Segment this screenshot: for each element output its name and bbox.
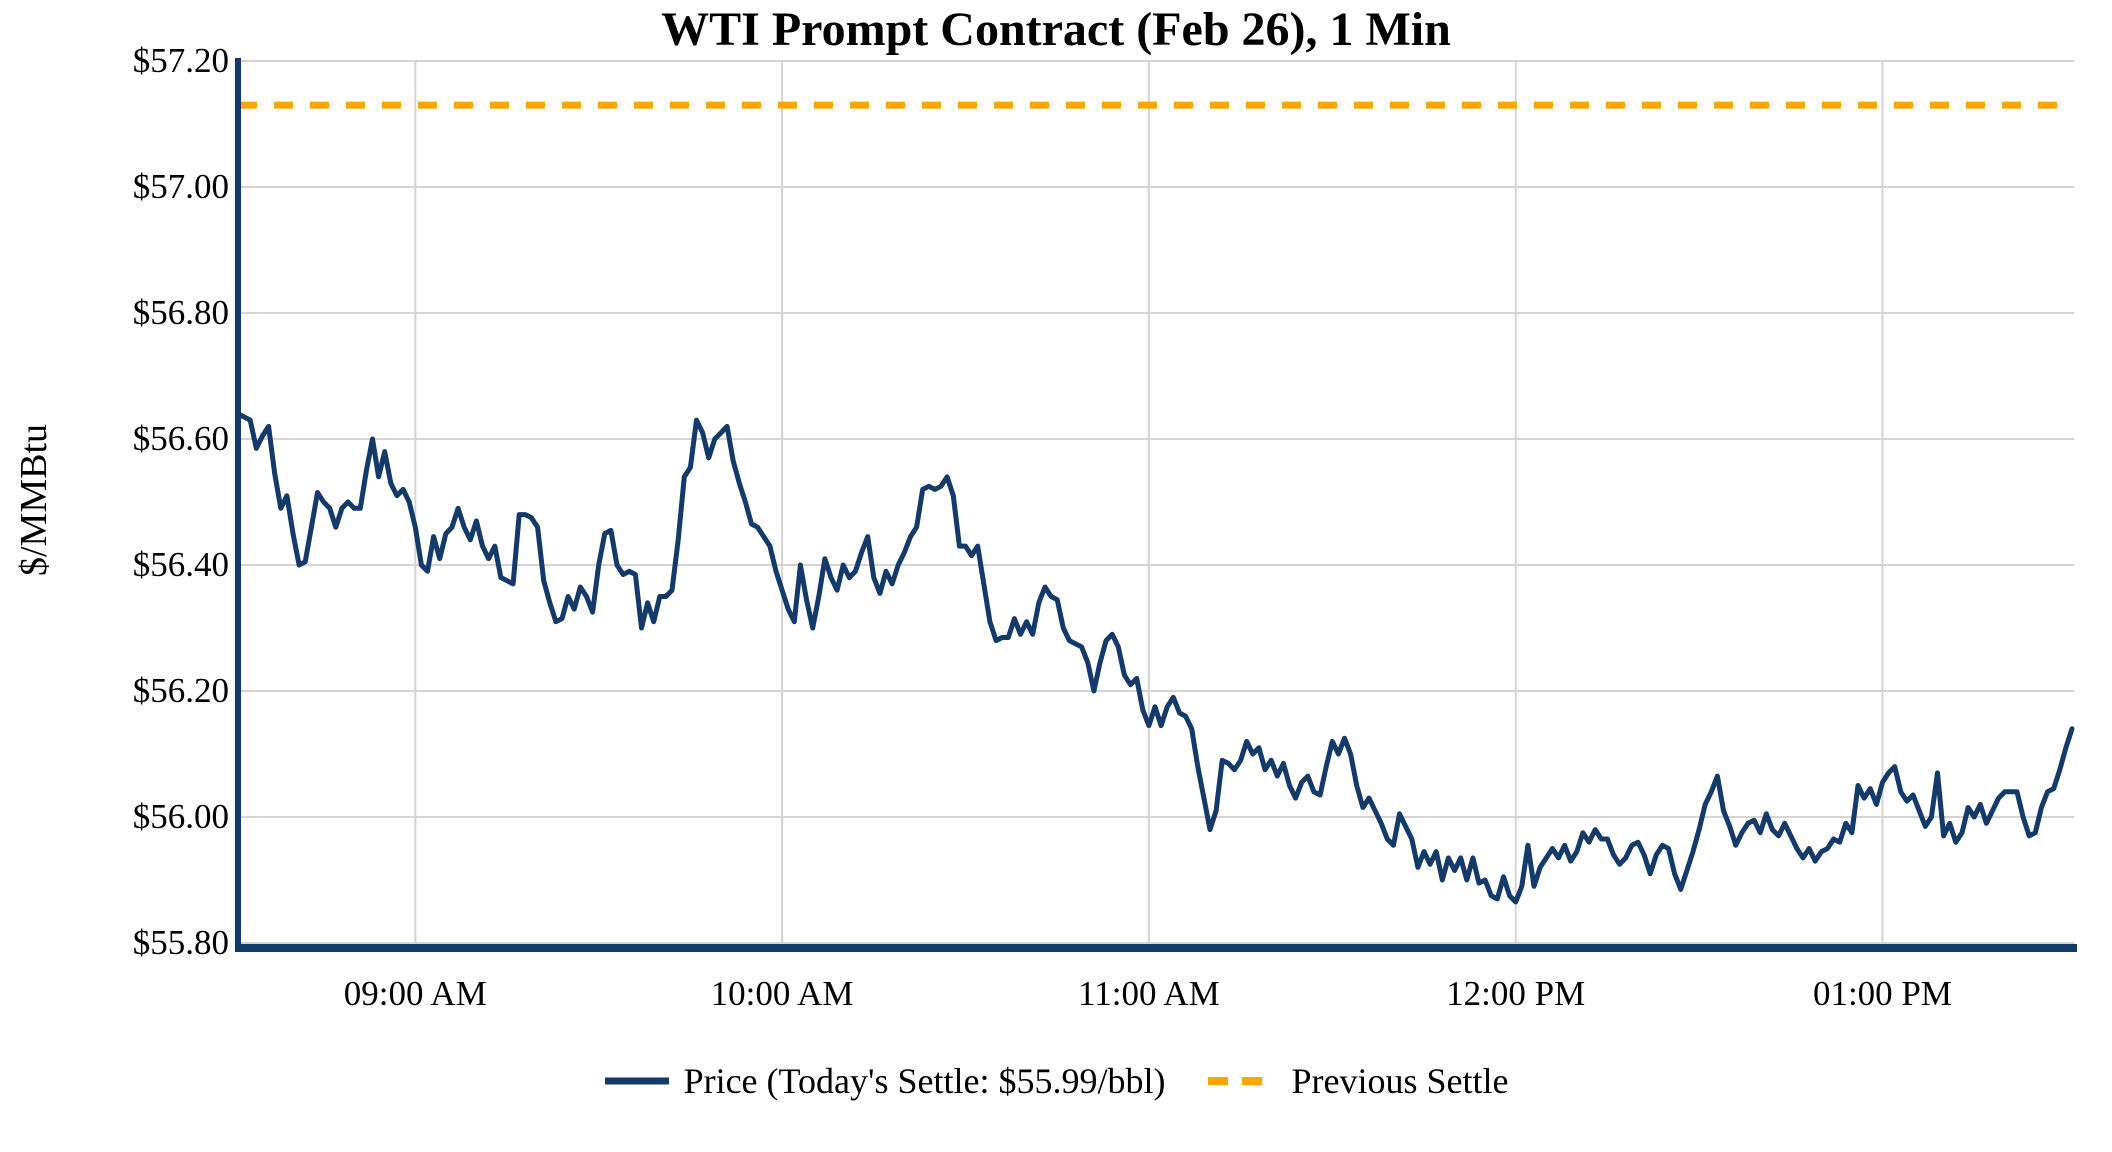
legend: Price (Today's Settle: $55.99/bbl) Previ…: [0, 1060, 2112, 1102]
chart-title: WTI Prompt Contract (Feb 26), 1 Min: [661, 3, 1451, 56]
y-tick-label: $56.20: [132, 671, 229, 710]
y-tick-label: $56.80: [132, 293, 229, 332]
y-tick-label: $56.60: [132, 419, 229, 458]
x-tick-label: 01:00 PM: [1812, 974, 1953, 1013]
legend-price-label: Price (Today's Settle: $55.99/bbl): [683, 1061, 1166, 1101]
y-tick-label: $55.80: [132, 923, 229, 962]
price-line: [235, 411, 2075, 905]
x-tick-label: 09:00 AM: [343, 974, 487, 1013]
y-tick-label: $56.00: [132, 797, 229, 836]
y-tick-label: $56.40: [132, 545, 229, 584]
x-axis-spine: [235, 944, 2077, 952]
x-tick-label: 10:00 AM: [710, 974, 854, 1013]
x-tick-label: 12:00 PM: [1446, 974, 1586, 1013]
x-tick-label: 11:00 AM: [1078, 974, 1220, 1013]
price-line-swatch-icon: [604, 1077, 669, 1085]
legend-previous-settle-label: Previous Settle: [1291, 1061, 1509, 1101]
y-tick-label: $57.00: [132, 167, 229, 206]
previous-settle-swatch-icon: [1208, 1077, 1277, 1085]
legend-item-previous-settle: Previous Settle: [1207, 1060, 1508, 1102]
y-tick-label: $57.20: [132, 41, 229, 80]
y-axis-spine: [235, 58, 241, 950]
legend-item-price: Price (Today's Settle: $55.99/bbl): [604, 1060, 1166, 1102]
